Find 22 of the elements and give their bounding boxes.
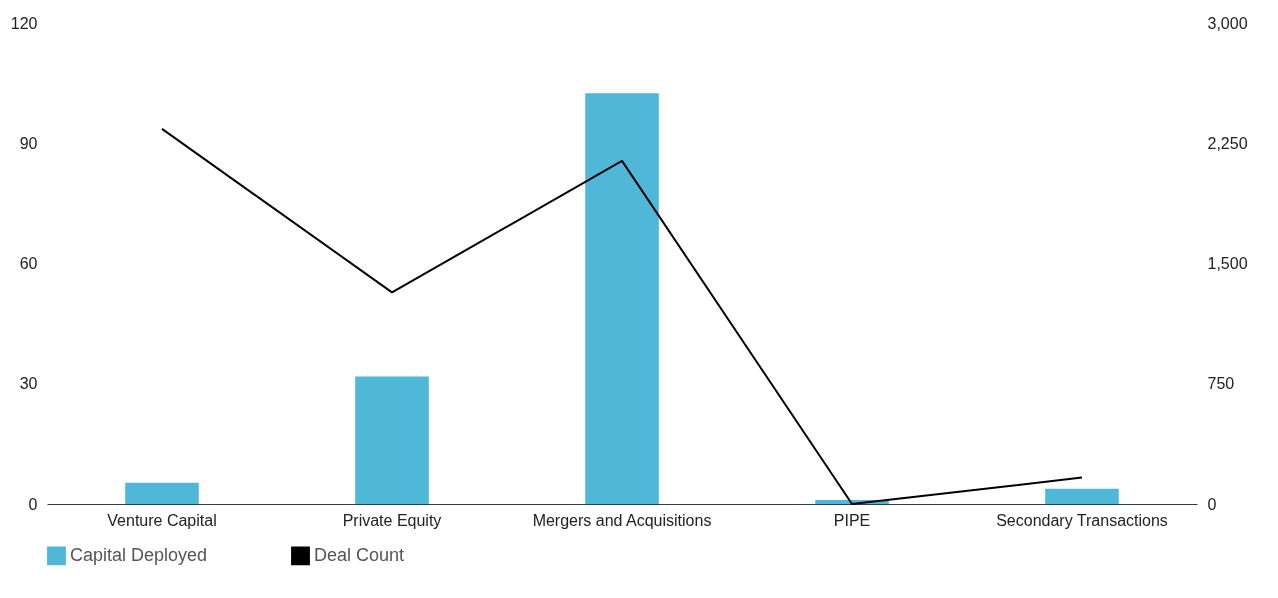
legend-label: Capital Deployed	[70, 544, 208, 565]
x-tick-label: PIPE	[833, 511, 871, 529]
x-tick-label: Secondary Transactions	[996, 511, 1168, 529]
legend-label: Deal Count	[314, 544, 405, 565]
bar	[125, 482, 199, 504]
x-tick-label: Private Equity	[342, 511, 442, 529]
bar	[585, 93, 659, 504]
bar	[355, 376, 429, 504]
y-tick-label: 90	[19, 134, 38, 152]
line-series	[161, 127, 1083, 505]
y2-tick-label: 1,500	[1207, 255, 1248, 272]
y2-tick-label: 750	[1207, 375, 1235, 393]
y-tick-label: 120	[10, 14, 38, 32]
y2-tick-label: 3,000	[1207, 14, 1248, 32]
x-tick-label: Mergers and Acquisitions	[532, 511, 712, 529]
y2-tick-label: 0	[1207, 495, 1217, 513]
y-tick-label: 30	[19, 375, 38, 393]
y2-tick-label: 2,250	[1207, 134, 1248, 152]
x-tick-label: Venture Capital	[107, 511, 217, 529]
y-tick-label: 0	[28, 495, 38, 513]
y-tick-label: 60	[19, 255, 38, 272]
bar	[1045, 488, 1119, 504]
